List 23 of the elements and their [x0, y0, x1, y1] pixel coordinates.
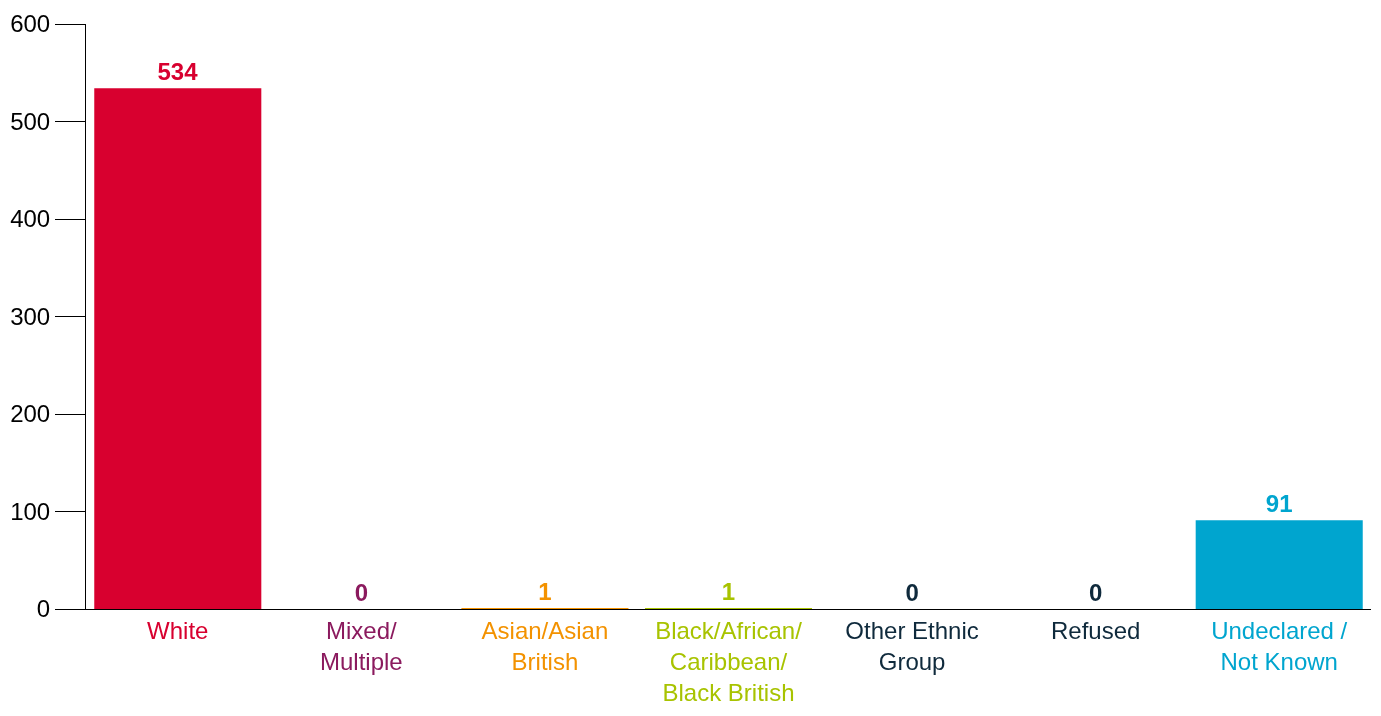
y-tick-label: 100 — [10, 497, 51, 525]
y-tick-label: 300 — [10, 302, 51, 330]
x-tick-label: White — [147, 616, 209, 644]
x-tick-label: Mixed/ Multiple — [320, 616, 403, 675]
x-tick-label: Other Ethnic Group — [845, 616, 979, 675]
x-tick-label: Black/African/ Caribbean/ Black British — [655, 616, 803, 707]
data-label: 0 — [354, 579, 369, 606]
y-tick-label: 0 — [36, 595, 51, 623]
x-tick-label: Refused — [1050, 616, 1141, 644]
y-tick-label: 600 — [10, 10, 51, 38]
y-tick-label: 200 — [10, 400, 51, 428]
data-label: 1 — [538, 578, 552, 605]
bar — [94, 88, 262, 609]
y-tick-label: 400 — [10, 205, 51, 233]
data-label: 1 — [721, 578, 736, 605]
data-label: 534 — [157, 58, 199, 86]
x-tick-label: Undeclared / Not Known — [1211, 616, 1348, 675]
data-label: 91 — [1265, 490, 1293, 518]
y-tick-label: 500 — [10, 107, 51, 135]
x-tick-label: Asian/Asian British — [481, 616, 609, 675]
data-label: 0 — [1088, 579, 1103, 606]
data-label: 0 — [905, 579, 919, 606]
bar — [1195, 520, 1363, 609]
